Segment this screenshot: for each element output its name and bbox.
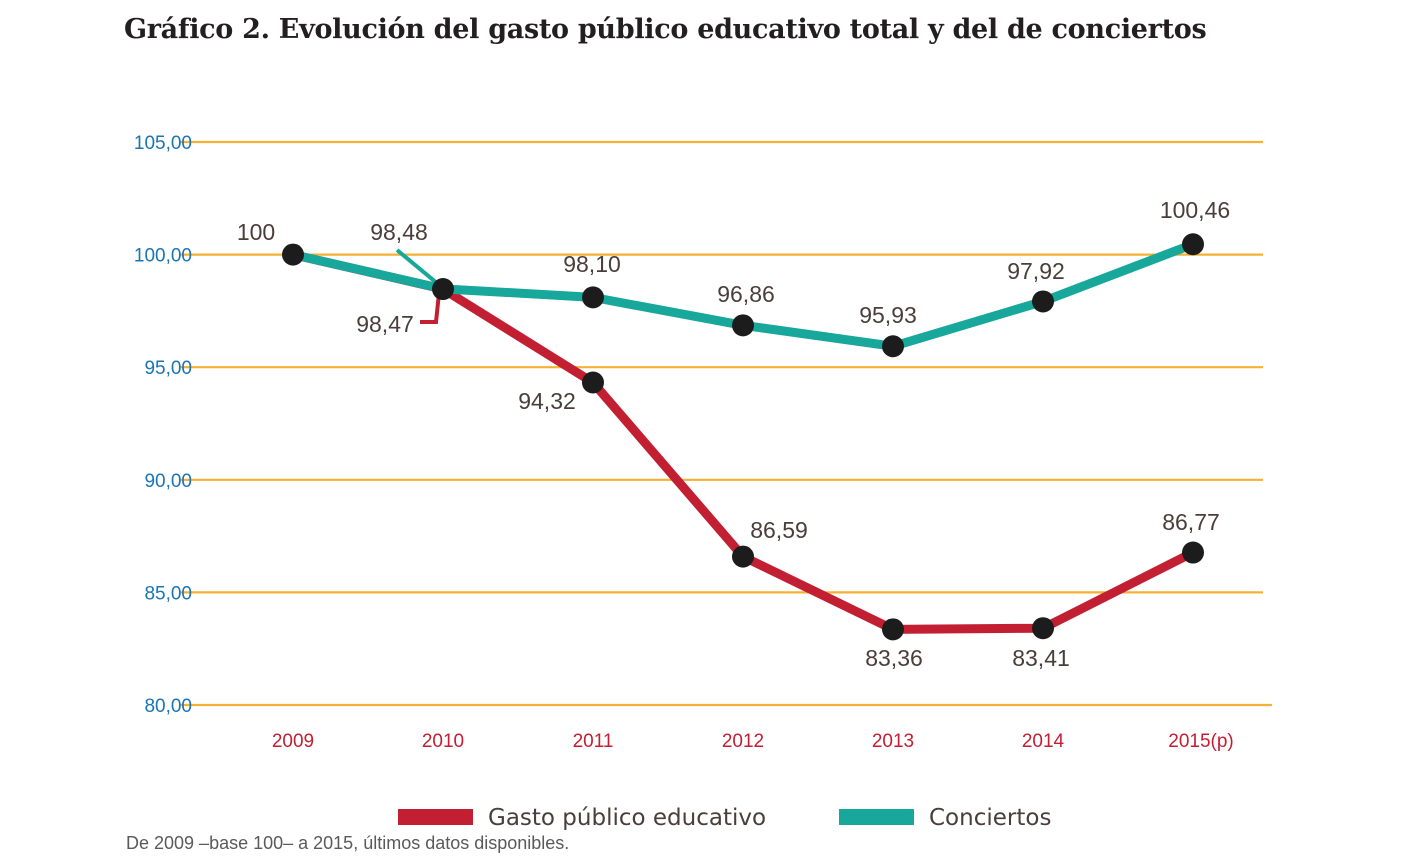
y-tick-label: 85,00 (144, 583, 192, 604)
legend-label-gasto: Gasto público educativo (488, 805, 766, 831)
data-point-marker (282, 243, 304, 266)
data-label-gasto: 86,59 (750, 517, 808, 543)
data-label-conciertos: 98,48 (370, 219, 428, 245)
data-label-conciertos: 96,86 (717, 281, 775, 307)
legend: Gasto público educativo Conciertos (398, 805, 1051, 831)
data-label-conciertos: 95,93 (859, 302, 917, 328)
y-tick-label: 100,00 (134, 246, 192, 267)
chart-title: Gráfico 2. Evolución del gasto público e… (124, 14, 1207, 45)
y-tick-label: 90,00 (144, 471, 192, 492)
data-labels: 100 98,47 94,32 86,59 83,36 83,41 86,77 98,48 98… (237, 197, 1230, 671)
data-point-marker (1182, 541, 1204, 564)
x-axis-ticks: 2009 2010 2011 2012 2013 2014 2015(p) (272, 731, 1234, 752)
data-label-conciertos: 98,10 (563, 251, 621, 277)
legend-label-conciertos: Conciertos (929, 805, 1051, 831)
data-label-gasto: 100 (237, 219, 275, 245)
leader-line-gasto-2010 (420, 292, 441, 324)
series-markers (282, 233, 1204, 641)
data-label-gasto: 83,36 (865, 645, 923, 671)
data-point-marker (1182, 233, 1204, 256)
data-label-conciertos: 100,46 (1160, 197, 1230, 223)
data-point-marker (1032, 290, 1054, 313)
y-tick-label: 105,00 (134, 133, 192, 154)
data-label-gasto: 86,77 (1162, 509, 1220, 535)
data-point-marker (582, 286, 604, 309)
y-tick-label: 95,00 (144, 358, 192, 379)
x-tick-label: 2010 (422, 731, 464, 752)
data-label-conciertos: 97,92 (1007, 258, 1065, 284)
x-tick-label: 2012 (722, 731, 764, 752)
x-tick-label: 2011 (573, 731, 614, 752)
data-label-gasto: 83,41 (1012, 645, 1070, 671)
footnote: De 2009 –base 100– a 2015, últimos datos… (126, 833, 570, 853)
x-tick-label: 2015(p) (1168, 731, 1234, 752)
data-label-gasto: 98,47 (356, 311, 414, 337)
series-line-gasto (291, 250, 1196, 634)
data-point-marker (1032, 617, 1054, 640)
leader-line-conciertos-2010 (395, 248, 441, 287)
data-point-marker (582, 371, 604, 394)
legend-swatch-gasto (398, 809, 473, 825)
data-point-marker (882, 335, 904, 358)
data-point-marker (882, 618, 904, 641)
data-point-marker (432, 278, 454, 301)
data-point-marker (732, 545, 754, 568)
x-tick-label: 2014 (1022, 731, 1065, 752)
data-point-marker (732, 314, 754, 337)
grid-layer (180, 140, 1272, 707)
data-label-gasto: 94,32 (518, 388, 576, 414)
x-tick-label: 2013 (872, 731, 914, 752)
x-tick-label: 2009 (272, 731, 314, 752)
y-tick-label: 80,00 (144, 696, 192, 717)
legend-swatch-conciertos (839, 809, 914, 825)
y-axis-ticks: 105,00 100,00 95,00 90,00 85,00 80,00 (134, 133, 192, 717)
